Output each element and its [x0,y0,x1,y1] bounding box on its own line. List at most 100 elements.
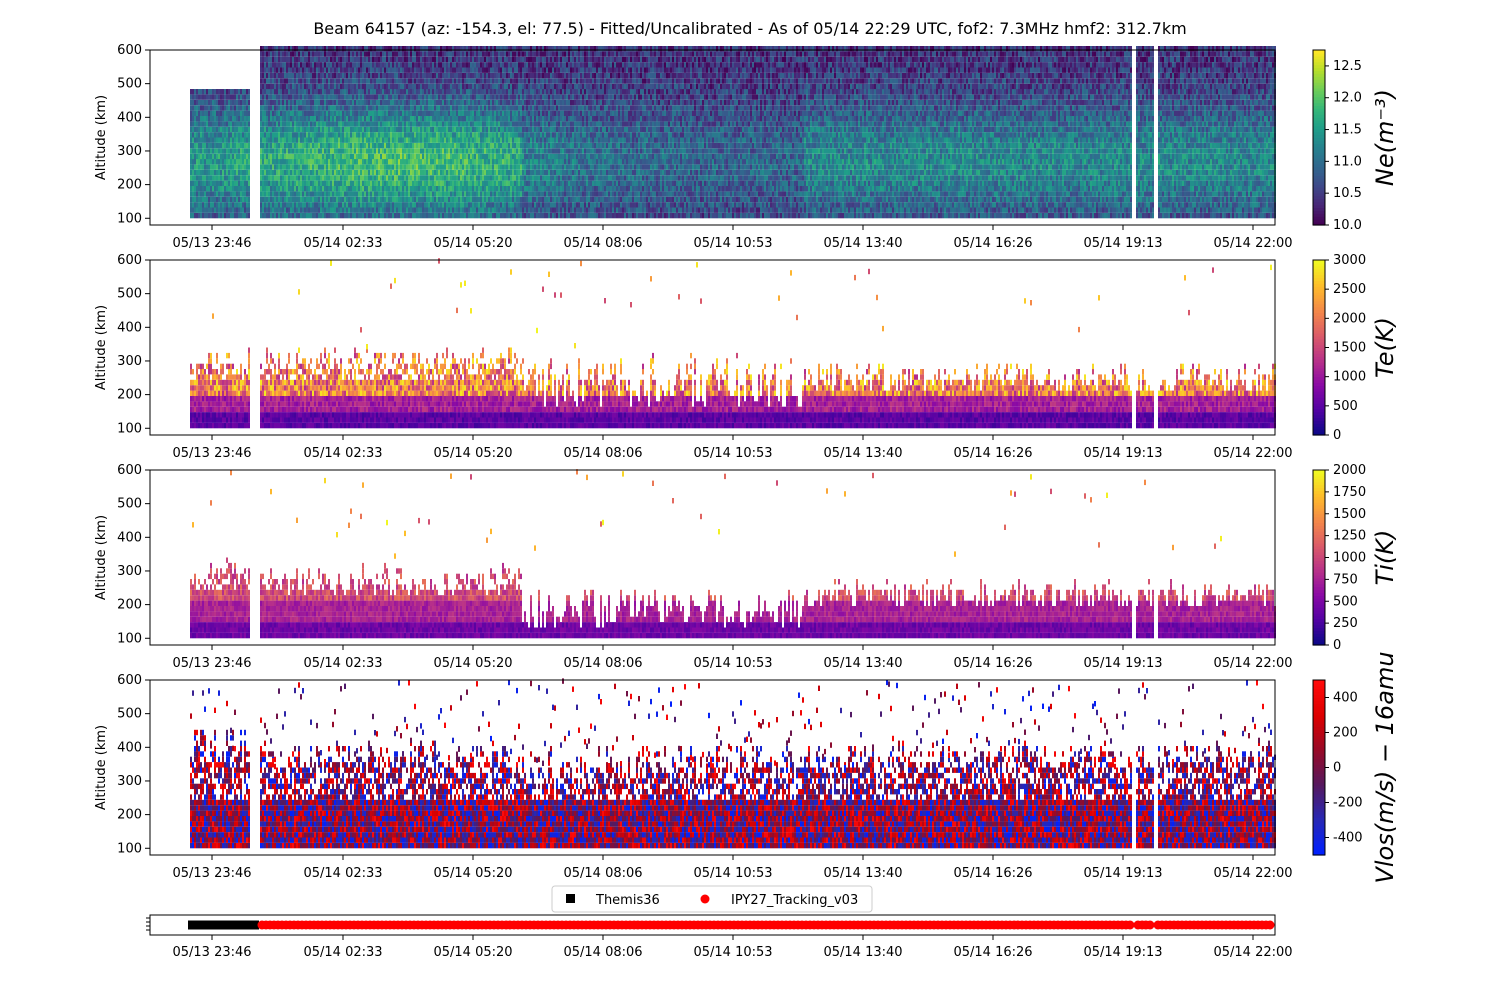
heatmap-cell [376,169,378,176]
heatmap-cell [464,62,466,68]
heatmap-cell [290,148,292,154]
heatmap-cell [456,99,458,106]
heatmap-cell [298,153,300,160]
heatmap-cell [238,142,240,149]
heatmap-cell [288,46,290,52]
heatmap-cell [286,169,288,176]
heatmap-cell [438,191,440,197]
heatmap-cell [326,148,328,154]
heatmap-cell [214,148,216,154]
heatmap-cell [428,56,430,63]
heatmap-cell [508,62,510,68]
heatmap-cell [358,105,360,111]
heatmap-cell [244,169,246,176]
heatmap-cell [484,153,486,160]
heatmap-cell [272,186,274,192]
heatmap-cell [196,116,198,122]
heatmap-cell [334,180,336,186]
heatmap-cell [242,105,244,111]
heatmap-cell [400,164,402,170]
heatmap-cell [272,180,274,186]
heatmap-cell [362,67,364,73]
heatmap-cell [470,148,472,154]
heatmap-cell [306,110,308,116]
heatmap-cell [506,169,508,176]
heatmap-cell [460,175,462,181]
heatmap-cell [346,121,348,127]
heatmap-cell [200,126,202,133]
heatmap-cell [376,148,378,154]
heatmap-cell [492,121,494,127]
heatmap-cell [494,148,496,154]
heatmap-cell [390,62,392,68]
heatmap-cell [504,51,506,57]
heatmap-cell [218,137,220,143]
heatmap-cell [462,56,464,63]
heatmap-cell [470,137,472,143]
heatmap-cell [242,99,244,106]
heatmap-cell [392,207,394,213]
heatmap-cell [320,132,322,138]
heatmap-cell [410,126,412,133]
heatmap-cell [388,196,390,203]
heatmap-cell [406,148,408,154]
heatmap-cell [408,51,410,57]
heatmap-cell [392,153,394,160]
heatmap-cell [430,186,432,192]
heatmap-cell [310,46,312,52]
heatmap-cell [264,142,266,149]
heatmap-cell [214,175,216,181]
heatmap-cell [190,110,192,116]
heatmap-cell [364,132,366,138]
heatmap-cell [238,116,240,122]
heatmap-cell [392,89,394,95]
heatmap-cell [432,51,434,57]
heatmap-cell [458,175,460,181]
heatmap-cell [280,62,282,68]
heatmap-cell [344,78,346,84]
heatmap-cell [436,105,438,111]
heatmap-cell [336,121,338,127]
heatmap-cell [240,126,242,133]
heatmap-cell [340,202,342,208]
heatmap-cell [508,94,510,100]
heatmap-cell [372,159,374,165]
heatmap-cell [464,207,466,213]
heatmap-cell [384,175,386,181]
heatmap-cell [280,126,282,133]
heatmap-cell [366,191,368,197]
heatmap-cell [444,72,446,79]
heatmap-cell [244,105,246,111]
heatmap-cell [284,207,286,213]
heatmap-cell [454,51,456,57]
heatmap-cell [472,153,474,160]
heatmap-cell [408,94,410,100]
heatmap-cell [492,72,494,79]
heatmap-cell [472,116,474,122]
heatmap-cell [336,99,338,106]
heatmap-cell [330,62,332,68]
heatmap-cell [268,89,270,95]
heatmap-cell [482,116,484,122]
heatmap-cell [338,62,340,68]
heatmap-cell [490,207,492,213]
heatmap-cell [418,207,420,213]
heatmap-cell [296,83,298,90]
heatmap-cell [412,94,414,100]
heatmap-cell [274,105,276,111]
heatmap-cell [282,56,284,63]
heatmap-cell [476,191,478,197]
heatmap-cell [444,148,446,154]
heatmap-cell [344,169,346,176]
heatmap-cell [398,126,400,133]
heatmap-cell [474,207,476,213]
heatmap-cell [286,186,288,192]
heatmap-cell [322,56,324,63]
heatmap-cell [442,169,444,176]
heatmap-cell [358,89,360,95]
heatmap-cell [262,46,264,52]
heatmap-cell [484,62,486,68]
heatmap-cell [510,105,512,111]
heatmap-cell [322,202,324,208]
heatmap-cell [280,46,282,52]
